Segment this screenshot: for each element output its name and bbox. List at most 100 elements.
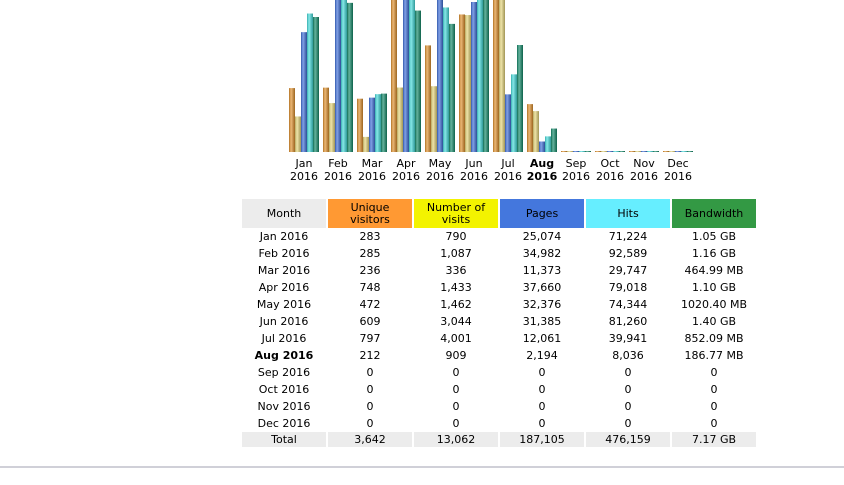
section-divider — [0, 466, 844, 468]
cell-number-of-visits: 909 — [445, 349, 467, 362]
cell-bandwidth: 1.05 GB — [691, 230, 737, 243]
cell-month: Aug 2016 — [254, 349, 314, 362]
bar-bandwidth-mb-aug-2016 — [551, 128, 557, 152]
cell-hits: 0 — [624, 400, 632, 413]
cell-pages: 11,373 — [522, 264, 562, 277]
bar-unique-visitors-oct-2016 — [595, 151, 601, 152]
table-row: Mar 2016 236 336 11,373 29,747 464.99 MB — [242, 262, 756, 279]
cell-pages: 25,074 — [522, 230, 562, 243]
tick-label-month-apr-2016: Apr — [396, 157, 416, 170]
tick-label-month-may-2016: May — [429, 157, 452, 170]
bar-unique-visitors-sep-2016 — [561, 151, 567, 152]
table-row: Oct 2016 0 0 0 0 0 — [242, 381, 756, 398]
cell-unique-visitors: 0 — [366, 366, 374, 379]
cell-month: Apr 2016 — [258, 281, 310, 294]
bar-number-of-visits-jul-2016 — [499, 0, 505, 152]
bar-unique-visitors-jun-2016 — [459, 14, 465, 152]
cell-bandwidth: 464.99 MB — [684, 264, 744, 277]
table-row: Jan 2016 283 790 25,074 71,224 1.05 GB — [242, 228, 756, 245]
cell-pages: 32,376 — [522, 298, 562, 311]
cell-hits: 71,224 — [608, 230, 648, 243]
bar-pages-jul-2016 — [505, 94, 511, 152]
cell-pages: 0 — [538, 366, 546, 379]
bar-hits-jan-2016 — [307, 13, 313, 152]
cell-month: Jul 2016 — [261, 332, 307, 345]
cell-bandwidth: 1.40 GB — [691, 315, 737, 328]
cell-bandwidth: 0 — [710, 400, 718, 413]
cell-number-of-visits: 790 — [445, 230, 467, 243]
bar-pages-jan-2016 — [301, 32, 307, 152]
bar-hits-may-2016 — [443, 7, 449, 153]
cell-hits: 92,589 — [608, 247, 648, 260]
cell-bandwidth: 0 — [710, 417, 718, 430]
total-number-of-visits: 13,062 — [414, 432, 498, 447]
bar-bandwidth-mb-feb-2016 — [347, 2, 353, 152]
cell-bandwidth: 1.16 GB — [691, 247, 737, 260]
cell-month: Jan 2016 — [259, 230, 309, 243]
bar-bandwidth-mb-jan-2016 — [313, 17, 319, 152]
header-unique-visitors: Unique visitors — [328, 199, 412, 228]
table-row: Nov 2016 0 0 0 0 0 — [242, 398, 756, 415]
bar-hits-mar-2016 — [375, 94, 381, 152]
tick-label-month-dec-2016: Dec — [667, 157, 688, 170]
cell-number-of-visits: 1,433 — [440, 281, 472, 294]
cell-unique-visitors: 797 — [359, 332, 381, 345]
bar-hits-jun-2016 — [477, 0, 483, 153]
header-bandwidth-label: Bandwidth — [684, 206, 744, 220]
cell-hits: 39,941 — [608, 332, 648, 345]
cell-month: Oct 2016 — [258, 383, 310, 396]
bar-number-of-visits-feb-2016 — [329, 103, 335, 152]
bar-unique-visitors-feb-2016 — [323, 87, 329, 152]
bar-bandwidth-mb-mar-2016 — [381, 93, 387, 152]
cell-month: Sep 2016 — [257, 366, 311, 379]
tick-label-month-nov-2016: Nov — [633, 157, 655, 170]
bar-bandwidth-mb-may-2016 — [449, 23, 455, 152]
cell-unique-visitors: 212 — [359, 349, 381, 362]
bar-number-of-visits-dec-2016 — [669, 151, 675, 152]
cell-month: Jun 2016 — [259, 315, 309, 328]
cell-month: Dec 2016 — [257, 417, 311, 430]
table-row: Apr 2016 748 1,433 37,660 79,018 1.10 GB — [242, 279, 756, 296]
cell-hits: 0 — [624, 417, 632, 430]
bar-number-of-visits-jan-2016 — [295, 116, 301, 152]
bar-number-of-visits-jun-2016 — [465, 15, 471, 153]
cell-unique-visitors: 748 — [359, 281, 381, 294]
bar-pages-nov-2016 — [641, 151, 647, 152]
bar-hits-feb-2016 — [341, 0, 347, 152]
header-bandwidth: Bandwidth — [672, 199, 756, 228]
bar-number-of-visits-nov-2016 — [635, 151, 641, 152]
cell-bandwidth: 0 — [710, 383, 718, 396]
total-unique-visitors: 3,642 — [328, 432, 412, 447]
bar-bandwidth-mb-apr-2016 — [415, 10, 421, 153]
chart-x-axis-labels: Jan2016Feb2016Mar2016Apr2016May2016Jun20… — [290, 157, 692, 183]
header-month: Month — [242, 199, 326, 228]
tick-label-year-jan-2016: 2016 — [290, 170, 318, 183]
tick-label-year-nov-2016: 2016 — [630, 170, 658, 183]
cell-number-of-visits: 1,087 — [440, 247, 472, 260]
cell-hits: 81,260 — [608, 315, 648, 328]
bar-hits-nov-2016 — [647, 151, 653, 152]
bar-pages-sep-2016 — [573, 151, 579, 152]
bar-bandwidth-mb-nov-2016 — [653, 151, 659, 152]
cell-bandwidth: 1.10 GB — [691, 281, 737, 294]
cell-month: Mar 2016 — [257, 264, 311, 277]
cell-month: May 2016 — [256, 298, 312, 311]
tick-label-month-sep-2016: Sep — [566, 157, 587, 170]
bar-unique-visitors-nov-2016 — [629, 151, 635, 152]
cell-hits: 29,747 — [608, 264, 648, 277]
bar-unique-visitors-apr-2016 — [391, 0, 397, 153]
cell-unique-visitors: 472 — [359, 298, 381, 311]
bar-number-of-visits-oct-2016 — [601, 151, 607, 152]
cell-pages: 0 — [538, 383, 546, 396]
table-row: Feb 2016 285 1,087 34,982 92,589 1.16 GB — [242, 245, 756, 262]
header-hits: Hits — [586, 199, 670, 228]
cell-hits: 0 — [624, 366, 632, 379]
bar-unique-visitors-may-2016 — [425, 45, 431, 152]
bar-number-of-visits-mar-2016 — [363, 136, 369, 152]
bar-unique-visitors-jul-2016 — [493, 0, 499, 152]
cell-unique-visitors: 283 — [359, 230, 381, 243]
header-unique-line2: visitors — [350, 212, 390, 226]
table-total-row: Total 3,642 13,062 187,105 476,159 7.17 GB — [242, 432, 756, 447]
bar-pages-feb-2016 — [335, 0, 341, 152]
bar-hits-apr-2016 — [409, 0, 415, 153]
